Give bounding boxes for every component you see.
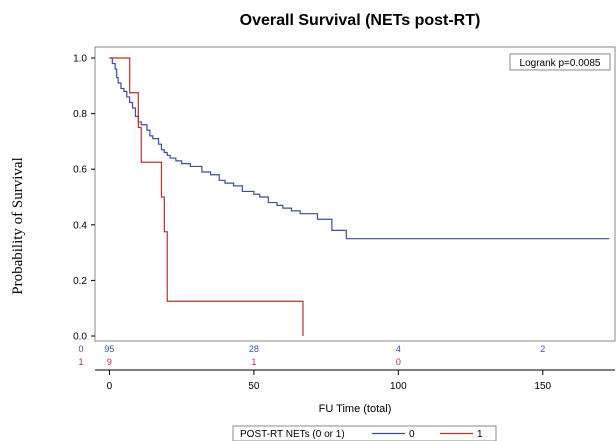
x-tick-label: 50 — [248, 381, 260, 392]
risk-count: 0 — [396, 357, 401, 367]
risk-count: 1 — [251, 357, 256, 367]
legend-label-0: 0 — [409, 429, 415, 440]
risk-count: 2 — [540, 344, 545, 354]
y-tick-label: 1.0 — [73, 54, 87, 65]
y-axis: 0.0 0.2 0.4 0.6 0.8 1.0 — [73, 54, 95, 343]
logrank-pvalue: Logrank p=0.0085 — [520, 58, 601, 69]
risk-count: 95 — [104, 344, 114, 354]
survival-curves — [109, 57, 610, 336]
y-tick-label: 0.0 — [73, 332, 87, 343]
y-tick-label: 0.2 — [73, 276, 87, 287]
risk-table: 0 95 28 4 2 1 9 1 0 — [78, 344, 545, 367]
pvalue-box: Logrank p=0.0085 — [509, 53, 611, 71]
plot-area — [94, 46, 616, 342]
legend-label-1: 1 — [477, 429, 483, 440]
chart-title: Overall Survival (NETs post-RT) — [240, 12, 481, 29]
plot-frame — [94, 46, 616, 342]
x-axis: 0 50 100 150 — [95, 369, 615, 392]
x-axis-label: FU Time (total) — [319, 403, 392, 415]
y-tick-label: 0.6 — [73, 165, 87, 176]
risk-count: 9 — [107, 357, 112, 367]
risk-count: 4 — [396, 344, 401, 354]
x-tick-label: 0 — [107, 381, 113, 392]
legend-frame — [232, 425, 497, 441]
survival-curve-group-0 — [109, 57, 610, 240]
x-tick-label: 150 — [534, 381, 551, 392]
risk-group-label: 1 — [78, 357, 83, 367]
y-tick-label: 0.8 — [73, 109, 87, 120]
y-axis-label: Probability of Survival — [10, 157, 26, 295]
risk-count: 28 — [249, 344, 259, 354]
pvalue-frame — [509, 53, 611, 71]
x-tick-label: 100 — [390, 381, 407, 392]
survival-curve-group-1 — [109, 57, 304, 336]
y-tick-label: 0.4 — [73, 220, 87, 231]
legend-title: POST-RT NETs (0 or 1) — [240, 429, 345, 440]
risk-group-label: 0 — [78, 344, 83, 354]
